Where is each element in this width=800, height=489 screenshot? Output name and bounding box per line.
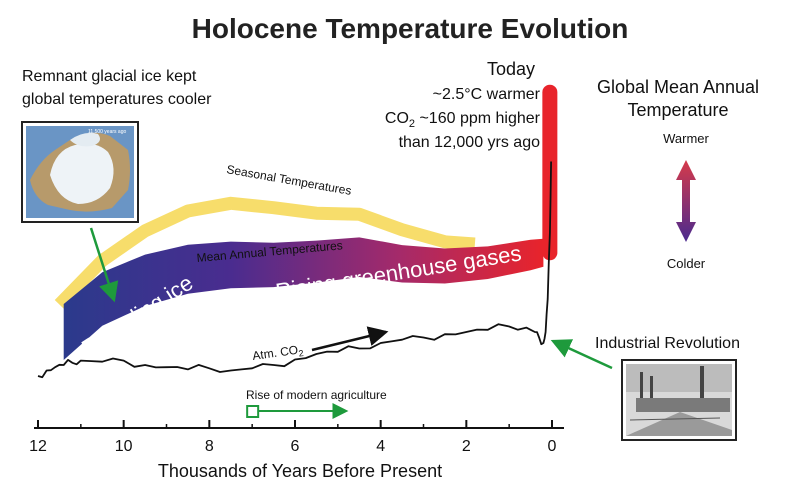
agriculture-label: Rise of modern agriculture xyxy=(246,388,387,402)
x-tick-label: 10 xyxy=(115,438,133,455)
today-co2-prefix: CO xyxy=(385,110,409,127)
co2-label-sub: 2 xyxy=(298,348,304,359)
glacial-line1: Remnant glacial ice kept xyxy=(22,68,197,85)
seasonal-label: Seasonal Temperatures xyxy=(225,162,352,198)
today-co2-sub: 2 xyxy=(409,118,415,130)
legend-title-line2: Temperature xyxy=(627,100,728,120)
x-tick-label: 0 xyxy=(548,438,557,455)
agriculture-start-marker xyxy=(246,405,260,418)
industrial-image xyxy=(621,359,737,441)
legend-double-arrow xyxy=(676,160,696,242)
x-tick-label: 2 xyxy=(462,438,471,455)
today-baseline: than 12,000 yrs ago xyxy=(399,134,541,151)
mean-annual-temperature-band xyxy=(63,237,544,360)
x-axis: 12 10 8 6 4 2 0 xyxy=(29,420,564,455)
legend-warmer: Warmer xyxy=(663,131,709,146)
today-warmer: ~2.5°C warmer xyxy=(433,86,541,103)
today-co2: CO2 ~160 ppm higher xyxy=(385,110,541,130)
series-layer xyxy=(37,84,558,379)
glacial-pointer-arrow xyxy=(89,227,119,303)
x-tick-label: 4 xyxy=(376,438,385,455)
co2-label-prefix: Atm. CO xyxy=(251,343,299,363)
today-title: Today xyxy=(487,59,535,79)
x-tick-label: 8 xyxy=(205,438,214,455)
chart-title: Holocene Temperature Evolution xyxy=(192,13,629,44)
x-tick-label: 12 xyxy=(29,438,47,455)
x-tick-label: 6 xyxy=(291,438,300,455)
co2-trend-arrow xyxy=(311,326,389,352)
glacial-map-image: 11,500 years ago xyxy=(21,121,139,223)
legend-title-line1: Global Mean Annual xyxy=(597,77,759,97)
x-axis-label: Thousands of Years Before Present xyxy=(158,461,442,481)
today-co2-suffix: ~160 ppm higher xyxy=(415,110,541,127)
industrial-label: Industrial Revolution xyxy=(595,335,740,352)
co2-label: Atm. CO2 xyxy=(251,342,304,365)
industrial-pointer-arrow xyxy=(550,339,613,370)
map-caption: 11,500 years ago xyxy=(88,129,126,135)
seasonal-temperature-line xyxy=(54,196,476,310)
legend-colder: Colder xyxy=(667,256,706,271)
glacial-line2: global temperatures cooler xyxy=(22,91,212,108)
co2-line xyxy=(37,161,552,379)
